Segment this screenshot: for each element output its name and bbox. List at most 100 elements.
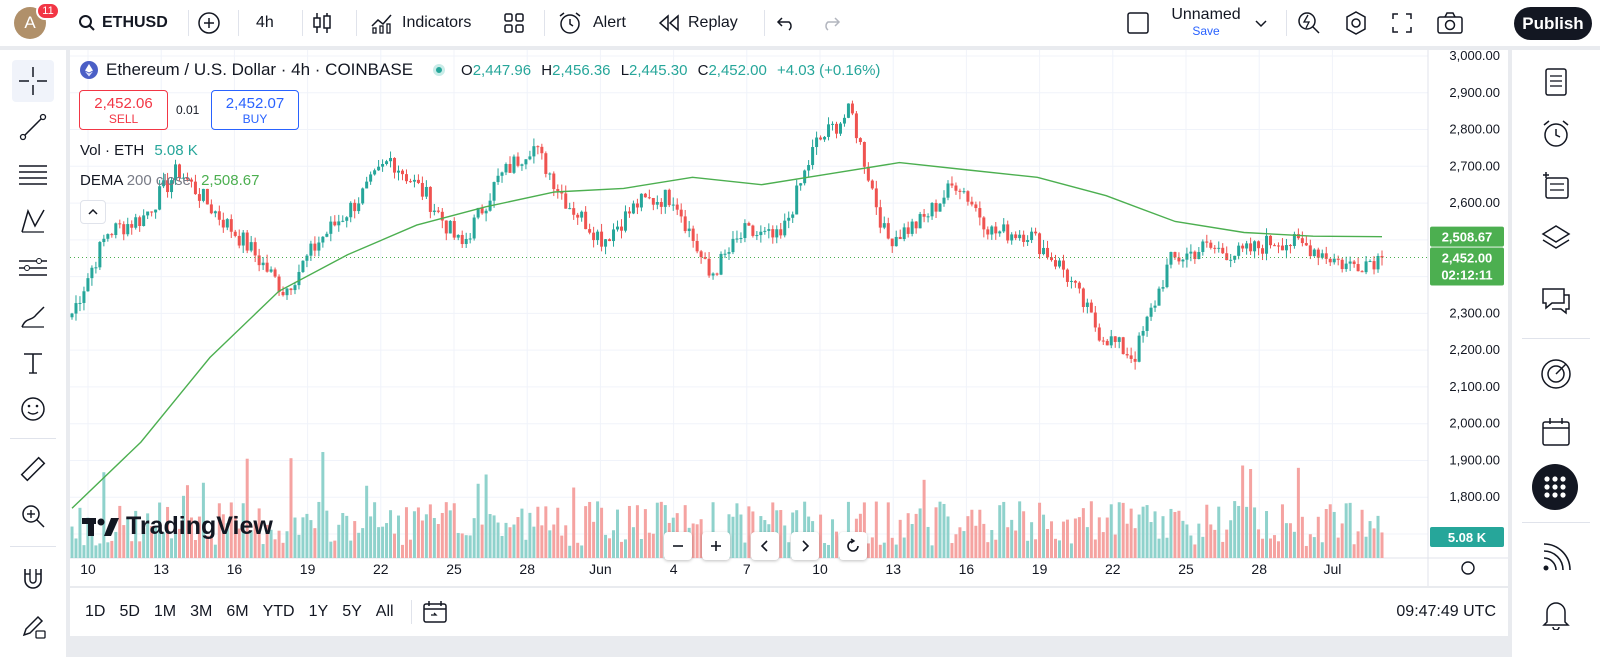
- crosshair-tool[interactable]: [12, 60, 54, 102]
- range-1y[interactable]: 1Y: [308, 603, 329, 620]
- volume-bar: [138, 541, 142, 558]
- chart-pane[interactable]: 3,000.00 2,900.00 2,800.00 2,700.00 2,600.00…: [70, 50, 1508, 586]
- settings-button[interactable]: [1343, 0, 1369, 46]
- range-ytd[interactable]: YTD: [262, 603, 295, 620]
- candle-body: [313, 243, 317, 251]
- trend-line-tool[interactable]: [12, 106, 54, 148]
- scroll-right-button[interactable]: [791, 532, 819, 560]
- redo-button[interactable]: [820, 0, 842, 46]
- goto-date-button[interactable]: [422, 600, 448, 624]
- symbol-label: ETHUSD: [102, 14, 168, 31]
- quick-search-button[interactable]: [1296, 0, 1322, 46]
- volume-bar: [954, 534, 958, 558]
- dema-legend[interactable]: DEMA 200 close 2,508.67: [80, 172, 259, 189]
- volume-bar: [1229, 520, 1233, 558]
- products-menu-button[interactable]: [1532, 464, 1578, 510]
- symbol-search-button[interactable]: ETHUSD: [78, 0, 168, 46]
- volume-bar: [70, 526, 74, 558]
- publish-button[interactable]: Publish: [1514, 7, 1592, 40]
- volume-bar: [269, 529, 273, 558]
- layout-menu-button[interactable]: [1126, 0, 1150, 46]
- forecast-tool[interactable]: [12, 247, 54, 289]
- text-tool[interactable]: [12, 342, 54, 384]
- fullscreen-button[interactable]: [1391, 0, 1413, 46]
- range-all[interactable]: All: [375, 603, 394, 620]
- alert-button[interactable]: Alert: [557, 0, 626, 46]
- candle-body: [1280, 245, 1284, 251]
- sell-button[interactable]: 2,452.06 SELL: [79, 90, 168, 130]
- clock[interactable]: 09:47:49 UTC: [1396, 603, 1496, 620]
- layout-name-block[interactable]: Unnamed Save: [1166, 6, 1246, 38]
- candle-body: [536, 146, 540, 148]
- range-6m[interactable]: 6M: [226, 603, 249, 620]
- volume-bar: [584, 506, 588, 558]
- open-value: 2,447.96: [472, 61, 532, 79]
- volume-bar: [683, 505, 687, 558]
- chat-button[interactable]: [1536, 280, 1576, 320]
- volume-bar: [846, 501, 850, 558]
- fib-tool[interactable]: [12, 154, 54, 196]
- volume-legend[interactable]: Vol · ETH 5.08 K: [80, 142, 198, 159]
- candle-body: [74, 303, 78, 314]
- save-link[interactable]: Save: [1192, 24, 1220, 38]
- calendar-button[interactable]: [1536, 412, 1576, 452]
- zoom-in-button[interactable]: [702, 532, 730, 560]
- volume-bar: [297, 534, 301, 558]
- symbol-legend[interactable]: Ethereum / U.S. Dollar · 4h · COINBASE O…: [80, 60, 880, 80]
- scroll-left-button[interactable]: [751, 532, 779, 560]
- interval-button[interactable]: 4h: [256, 14, 274, 31]
- range-5d[interactable]: 5D: [119, 603, 140, 620]
- volume-bar: [950, 543, 954, 558]
- volume-bar: [1057, 540, 1061, 558]
- candle-body: [783, 220, 787, 236]
- volume-bar: [1233, 501, 1237, 558]
- volume-bar: [166, 506, 170, 558]
- replay-button[interactable]: Replay: [658, 0, 738, 46]
- collapse-legend-button[interactable]: [80, 200, 106, 224]
- notifications-button[interactable]: [1536, 594, 1576, 634]
- snapshot-button[interactable]: [1436, 0, 1464, 46]
- candle-body: [675, 204, 679, 210]
- buy-button[interactable]: 2,452.07 BUY: [211, 90, 299, 130]
- emoji-tool[interactable]: [12, 388, 54, 430]
- text-t-icon: [24, 353, 42, 374]
- grid-layout-icon: [504, 13, 524, 33]
- volume-bar: [1117, 502, 1121, 558]
- chart-type-button[interactable]: [312, 0, 332, 46]
- streams-button[interactable]: [1536, 538, 1576, 578]
- watchlist-button[interactable]: [1536, 62, 1576, 102]
- magnet-tool[interactable]: [12, 558, 54, 600]
- candle-body: [1061, 260, 1065, 270]
- candle-body: [229, 219, 233, 232]
- volume-bar: [639, 539, 643, 558]
- lock-drawings-tool[interactable]: [12, 605, 54, 647]
- layout-dropdown[interactable]: [1254, 0, 1268, 46]
- object-tree-button[interactable]: [1536, 166, 1576, 206]
- pattern-tool[interactable]: [12, 200, 54, 242]
- range-5y[interactable]: 5Y: [342, 603, 362, 620]
- chevron-up-icon: [88, 208, 98, 215]
- time-axis-label: 16: [959, 561, 975, 577]
- range-1d[interactable]: 1D: [85, 603, 106, 620]
- volume-bar: [1109, 504, 1113, 558]
- alerts-panel-button[interactable]: [1536, 114, 1576, 154]
- range-1m[interactable]: 1M: [153, 603, 177, 620]
- reset-chart-button[interactable]: [839, 532, 867, 560]
- undo-button[interactable]: [775, 0, 797, 46]
- volume-bar: [934, 507, 938, 558]
- brush-tool[interactable]: [12, 295, 54, 337]
- range-3m[interactable]: 3M: [190, 603, 213, 620]
- volume-bar: [1038, 502, 1042, 558]
- layers-button[interactable]: [1536, 218, 1576, 258]
- measure-tool[interactable]: [12, 448, 54, 490]
- ideas-button[interactable]: [1536, 354, 1576, 394]
- compare-symbol-button[interactable]: [197, 0, 221, 46]
- volume-bar: [301, 517, 305, 558]
- chart-canvas[interactable]: 3,000.00 2,900.00 2,800.00 2,700.00 2,600.00…: [70, 50, 1508, 586]
- indicators-button[interactable]: Indicators: [370, 0, 471, 46]
- zoom-tool[interactable]: [12, 495, 54, 537]
- volume-bar: [424, 514, 428, 558]
- layouts-button[interactable]: [503, 0, 525, 46]
- volume-bar: [1276, 541, 1280, 558]
- zoom-out-button[interactable]: [664, 532, 692, 560]
